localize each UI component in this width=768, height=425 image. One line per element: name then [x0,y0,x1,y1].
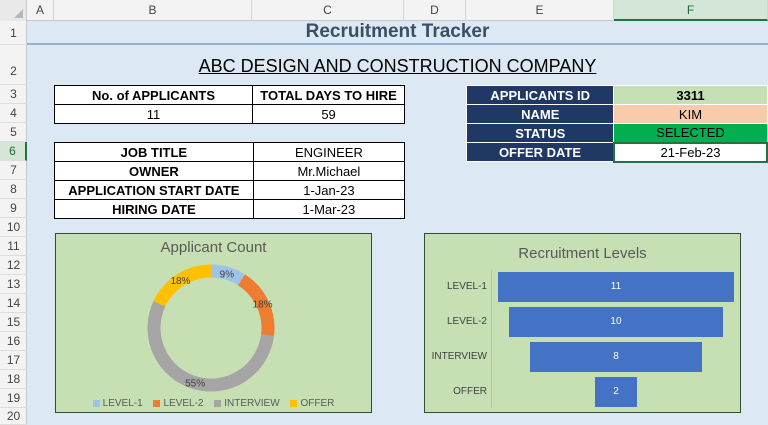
funnel-category-level-1: LEVEL-1 [446,281,487,292]
row-header-4[interactable]: 4 [0,104,27,123]
applicant-count-legend: LEVEL-1 LEVEL-2 INTERVIEW OFFER [56,398,371,409]
row-header-20[interactable]: 20 [0,408,27,425]
row-header-2[interactable]: 2 [0,45,27,85]
start-date-value-cell[interactable]: 1-Jan-23 [252,180,406,200]
status-value-cell[interactable]: SELECTED [613,123,768,143]
page-title: Recruitment Tracker [305,21,490,42]
column-header-bar: A B C D E F [0,0,768,21]
legend-label-level-1: LEVEL-1 [102,398,143,409]
offer-date-value-cell[interactable]: 21-Feb-23 [612,141,768,163]
row-header-7[interactable]: 7 [0,161,27,180]
row-header-1[interactable]: 1 [0,21,27,45]
row-header-3[interactable]: 3 [0,85,27,104]
row-header-16[interactable]: 16 [0,332,27,351]
applicants-value-cell[interactable]: 11 [53,104,254,124]
hiring-date-label-cell[interactable]: HIRING DATE [54,199,254,219]
days-value-cell[interactable]: 59 [252,104,405,124]
name-label-cell[interactable]: NAME [465,104,615,124]
owner-label-cell[interactable]: OWNER [54,161,254,181]
doughnut-slice-level-2[interactable] [237,274,275,336]
owner-value-cell[interactable]: Mr.Michael [252,161,406,181]
column-header-b[interactable]: B [54,0,252,21]
doughnut-slice-interview[interactable] [147,300,274,392]
row-header-8[interactable]: 8 [0,180,27,199]
select-all-icon [14,9,23,18]
status-label-cell[interactable]: STATUS [465,123,615,143]
funnel-category-level-2: LEVEL-2 [446,316,487,327]
legend-swatch-level-2 [153,399,161,407]
row-header-17[interactable]: 17 [0,351,27,370]
column-header-f[interactable]: F [614,0,768,21]
legend-swatch-level-1 [92,399,100,407]
row-header-14[interactable]: 14 [0,294,27,313]
applicant-id-label-cell[interactable]: APPLICANTS ID [465,85,615,105]
funnel-bar-level-2[interactable]: 10 [508,307,724,337]
legend-label-offer: OFFER [300,398,335,409]
recruitment-levels-chart-title: Recruitment Levels [518,245,647,262]
legend-swatch-interview [214,399,222,407]
column-header-d[interactable]: D [404,0,466,21]
row-header-6[interactable]: 6 [0,142,27,161]
legend-item-level-1: LEVEL-1 [92,398,143,409]
applicant-info-table: APPLICANTS ID 3311 NAME KIM STATUS SELEC… [465,85,768,163]
name-value-cell[interactable]: KIM [613,104,768,124]
funnel-axis-line [491,270,492,408]
doughnut-slice-offer[interactable] [153,264,212,307]
doughnut-label-level-2: 18% [253,300,273,311]
job-title-value-cell[interactable]: ENGINEER [252,142,406,162]
legend-item-offer: OFFER [290,398,334,409]
column-header-e[interactable]: E [466,0,614,21]
row-header-5[interactable]: 5 [0,123,27,142]
doughnut-slice-level-1[interactable] [210,264,246,286]
funnel-bar-level-1[interactable]: 11 [498,272,734,302]
legend-label-interview: INTERVIEW [224,398,280,409]
applicants-label-cell[interactable]: No. of APPLICANTS [53,85,254,105]
job-details-table: JOB TITLE ENGINEER OWNER Mr.Michael APPL… [54,142,406,219]
applicant-count-chart[interactable]: Applicant Count 9% 18% 55% 18% LEVEL-1 LEVE… [55,233,372,413]
title-band: Recruitment Tracker [27,21,768,45]
doughnut-label-level-1: 9% [220,269,235,280]
row-header-10[interactable]: 10 [0,218,27,237]
doughnut-svg: 9% 18% 55% 18% [147,264,275,392]
applicant-id-value-cell[interactable]: 3311 [613,85,768,105]
company-name: ABC DESIGN AND CONSTRUCTION COMPANY [198,56,597,76]
doughnut-label-interview: 55% [185,379,205,390]
row-header-12[interactable]: 12 [0,256,27,275]
row-header-9[interactable]: 9 [0,199,27,218]
summary-table: No. of APPLICANTS TOTAL DAYS TO HIRE 11 … [53,85,405,124]
funnel-category-offer: OFFER [453,386,487,397]
funnel-bar-interview[interactable]: 8 [530,342,702,372]
row-header-13[interactable]: 13 [0,275,27,294]
start-date-label-cell[interactable]: APPLICATION START DATE [54,180,254,200]
select-all-corner[interactable] [0,0,27,21]
legend-item-interview: INTERVIEW [214,398,280,409]
row-header-19[interactable]: 19 [0,389,27,408]
legend-label-level-2: LEVEL-2 [163,398,204,409]
hiring-date-value-cell[interactable]: 1-Mar-23 [252,199,406,219]
legend-item-level-2: LEVEL-2 [153,398,204,409]
row-header-18[interactable]: 18 [0,370,27,389]
offer-date-label-cell[interactable]: OFFER DATE [465,142,615,162]
funnel-category-interview: INTERVIEW [431,351,487,362]
doughnut-label-offer: 18% [170,276,190,287]
worksheet[interactable]: Recruitment Tracker ABC DESIGN AND CONST… [27,21,768,425]
column-header-c[interactable]: C [252,0,404,21]
row-header-15[interactable]: 15 [0,313,27,332]
row-header-11[interactable]: 11 [0,237,27,256]
legend-swatch-offer [290,399,298,407]
job-title-label-cell[interactable]: JOB TITLE [54,142,254,162]
recruitment-levels-chart[interactable]: Recruitment Levels LEVEL-1 11 LEVEL-2 10 INT… [424,233,741,413]
row-header-bar: 1 2 3 4 5 6 7 8 9 10 11 12 13 14 15 16 1… [0,21,27,425]
applicant-count-chart-title: Applicant Count [160,239,267,256]
column-header-a[interactable]: A [27,0,54,21]
days-label-cell[interactable]: TOTAL DAYS TO HIRE [252,85,405,105]
funnel-bar-offer[interactable]: 2 [594,377,638,407]
